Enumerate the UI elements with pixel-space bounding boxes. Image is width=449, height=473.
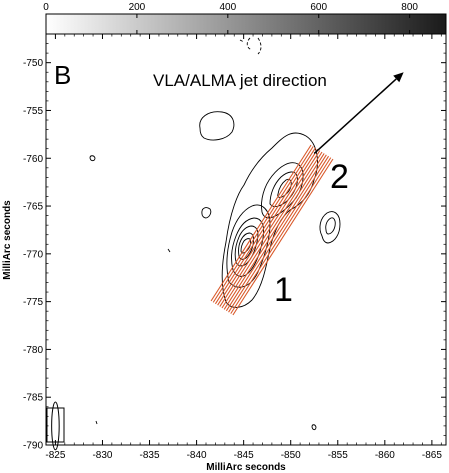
jet-line-10 <box>232 158 334 316</box>
contour-level-11 <box>325 217 336 235</box>
jet-line-4 <box>219 150 321 307</box>
colorbar-tick-label-0: 0 <box>43 2 49 13</box>
plot-area: B VLA/ALMA jet direction 2 1 -825 -830 -83… <box>23 33 447 461</box>
y-tick-label-5: -775 <box>23 297 43 308</box>
contour-negative-1 <box>246 37 253 51</box>
jet-line-3 <box>217 148 319 306</box>
y-tick-label-7: -785 <box>23 393 43 404</box>
jet-direction-arrowhead <box>393 72 404 83</box>
y-tick-label-2: -760 <box>23 154 43 165</box>
jet-line-1 <box>212 146 314 303</box>
jet-line-8 <box>228 155 330 313</box>
contour-small-1 <box>201 207 212 219</box>
x-axis-ticks: -825 -830 -835 -840 -845 -850 -855 -860 -865 <box>45 34 442 461</box>
x-tick-label-3: -840 <box>187 450 207 461</box>
contour-small-5 <box>95 420 98 425</box>
colorbar-ticks: 0 200 400 600 800 <box>43 2 418 34</box>
component-label-1: 1 <box>274 271 293 309</box>
contour-level-2 <box>226 204 271 288</box>
y-tick-label-6: -780 <box>23 345 43 356</box>
colorbar-tick-label-1: 200 <box>129 2 146 13</box>
x-tick-label-2: -835 <box>140 450 160 461</box>
y-tick-label-0: -750 <box>23 58 43 69</box>
contour-small-2 <box>89 155 96 162</box>
contour-negative-2 <box>257 37 262 55</box>
x-tick-label-4: -845 <box>234 450 254 461</box>
jet-direction-arrow <box>313 78 397 155</box>
jet-line-9 <box>230 157 332 314</box>
jet-direction-lines <box>210 144 334 316</box>
colorbar-tick-label-4: 800 <box>401 2 418 13</box>
x-tick-label-8: -865 <box>422 450 442 461</box>
contour-level-3 <box>231 217 265 277</box>
jet-line-7 <box>225 154 327 312</box>
contour-level-1 <box>221 132 318 308</box>
contour-level-12 <box>199 111 235 141</box>
colorbar-tick-label-2: 400 <box>219 2 236 13</box>
colorbar: 0 200 400 600 800 <box>43 2 447 35</box>
x-tick-label-0: -825 <box>45 450 65 461</box>
y-axis-ticks: -750 -755 -760 -765 -770 -775 -780 -785 -790 <box>23 33 446 452</box>
x-tick-label-1: -830 <box>92 450 112 461</box>
contour-small-4 <box>167 248 171 253</box>
panel-label: B <box>54 60 71 90</box>
jet-line-0 <box>210 144 312 302</box>
y-tick-label-8: -790 <box>23 441 43 452</box>
contour-level-4 <box>234 225 259 267</box>
jet-line-2 <box>214 147 316 305</box>
contour-level-5 <box>238 232 254 260</box>
jet-line-5 <box>221 151 323 309</box>
y-tick-label-1: -755 <box>23 106 43 117</box>
jet-line-6 <box>223 153 325 310</box>
beam-ellipse <box>51 401 60 451</box>
x-tick-label-5: -850 <box>281 450 301 461</box>
colorbar-tick-label-3: 600 <box>310 2 327 13</box>
arrow-label: VLA/ALMA jet direction <box>153 71 327 90</box>
component-label-2: 2 <box>330 158 349 196</box>
x-tick-label-6: -855 <box>328 450 348 461</box>
contour-small-3 <box>311 424 317 431</box>
y-tick-label-4: -770 <box>23 249 43 260</box>
contour-negative-3 <box>239 39 245 43</box>
y-axis-label: MilliArc seconds <box>2 200 13 280</box>
x-tick-label-7: -860 <box>375 450 395 461</box>
colorbar-gradient <box>45 13 447 35</box>
contour-level-7 <box>261 162 304 219</box>
y-tick-label-3: -765 <box>23 202 43 213</box>
contour-level-10 <box>319 211 341 244</box>
x-axis-label: MilliArc seconds <box>206 462 286 473</box>
